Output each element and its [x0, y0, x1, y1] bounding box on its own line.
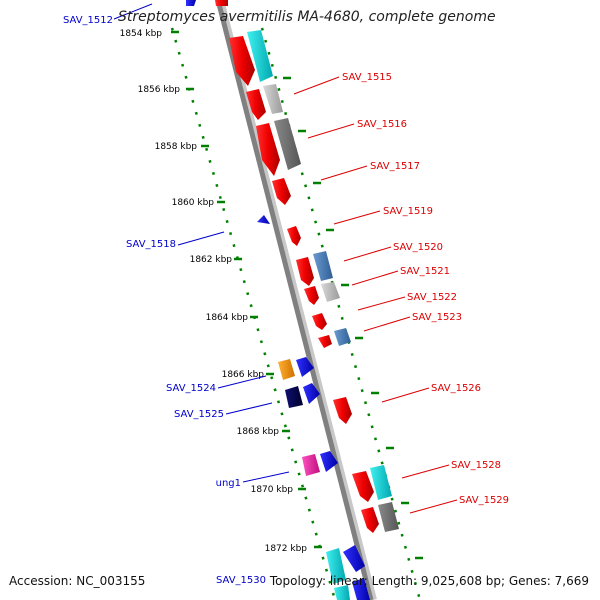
gene-label[interactable]: SAV_1522: [407, 292, 457, 303]
gene-label[interactable]: ung1: [216, 478, 241, 489]
gene-feature[interactable]: [274, 118, 301, 170]
gene-feature[interactable]: [333, 397, 352, 424]
ruler-label: 1868 kbp: [237, 427, 280, 437]
gene-label[interactable]: SAV_1526: [431, 383, 481, 394]
ruler-label: 1860 kbp: [172, 198, 215, 208]
ruler-label: 1872 kbp: [265, 544, 308, 554]
ruler-label: 1864 kbp: [206, 313, 249, 323]
gene-feature[interactable]: [326, 548, 346, 584]
gene-feature[interactable]: [352, 471, 374, 502]
gene-feature[interactable]: [287, 226, 301, 246]
ruler-label: 1854 kbp: [120, 29, 163, 39]
gene-feature[interactable]: [246, 89, 266, 120]
gene-label[interactable]: SAV_1517: [370, 161, 420, 172]
gene-features: [186, 0, 399, 600]
gene-feature[interactable]: [272, 178, 291, 205]
gene-feature[interactable]: [256, 123, 280, 176]
gene-feature[interactable]: [263, 84, 283, 114]
genome-title: Streptomyces avermitilis MA-4680, comple…: [118, 9, 496, 25]
gene-label[interactable]: SAV_1518: [126, 239, 176, 250]
gene-label[interactable]: SAV_1515: [342, 72, 392, 83]
gene-label[interactable]: SAV_1530: [216, 575, 266, 586]
gene-label[interactable]: SAV_1524: [166, 383, 216, 394]
gene-feature[interactable]: [352, 578, 370, 600]
ruler-label: 1870 kbp: [251, 485, 294, 495]
ruler-label: 1856 kbp: [138, 85, 181, 95]
leader-lines: [113, 3, 458, 514]
gene-feature[interactable]: [320, 451, 338, 472]
gene-feature[interactable]: [186, 0, 196, 6]
gene-feature[interactable]: [303, 383, 320, 404]
gene-feature[interactable]: [229, 36, 255, 86]
gene-feature[interactable]: [247, 30, 273, 82]
gene-feature[interactable]: [361, 507, 379, 533]
gene-feature[interactable]: [334, 328, 351, 346]
gene-feature[interactable]: [285, 386, 303, 408]
ruler-label: 1862 kbp: [190, 255, 233, 265]
gene-feature[interactable]: [296, 357, 314, 377]
gene-feature[interactable]: [312, 313, 327, 330]
gene-label[interactable]: SAV_1519: [383, 206, 433, 217]
gene-label[interactable]: SAV_1516: [357, 119, 407, 130]
gene-feature[interactable]: [278, 359, 295, 380]
gene-label[interactable]: SAV_1520: [393, 242, 443, 253]
gene-feature[interactable]: [370, 465, 392, 500]
gene-feature[interactable]: [302, 454, 320, 476]
gene-label[interactable]: SAV_1523: [412, 312, 462, 323]
accession-text: Accession: NC_003155: [9, 574, 146, 588]
gene-feature[interactable]: [343, 545, 365, 572]
gene-feature[interactable]: [296, 257, 314, 286]
gene-feature[interactable]: [257, 215, 270, 224]
ruler-label: 1858 kbp: [155, 142, 198, 152]
gene-label[interactable]: SAV_1529: [459, 495, 509, 506]
gene-label[interactable]: SAV_1512: [63, 15, 113, 26]
gene-feature[interactable]: [318, 335, 332, 348]
gene-feature[interactable]: [215, 0, 228, 6]
gene-feature[interactable]: [378, 502, 399, 532]
ruler-label: 1866 kbp: [222, 370, 265, 380]
gene-label[interactable]: SAV_1528: [451, 460, 501, 471]
genome-stats-text: Topology: linear; Length: 9,025,608 bp; …: [269, 574, 589, 588]
gene-feature[interactable]: [321, 282, 340, 302]
ruler-ticks: [171, 30, 423, 560]
gene-feature[interactable]: [313, 251, 333, 281]
gene-label[interactable]: SAV_1525: [174, 409, 224, 420]
backbone: [215, 0, 374, 600]
ruler-right: [260, 27, 422, 600]
gene-label[interactable]: SAV_1521: [400, 266, 450, 277]
gene-feature[interactable]: [304, 286, 319, 305]
gene-feature[interactable]: [334, 585, 350, 600]
